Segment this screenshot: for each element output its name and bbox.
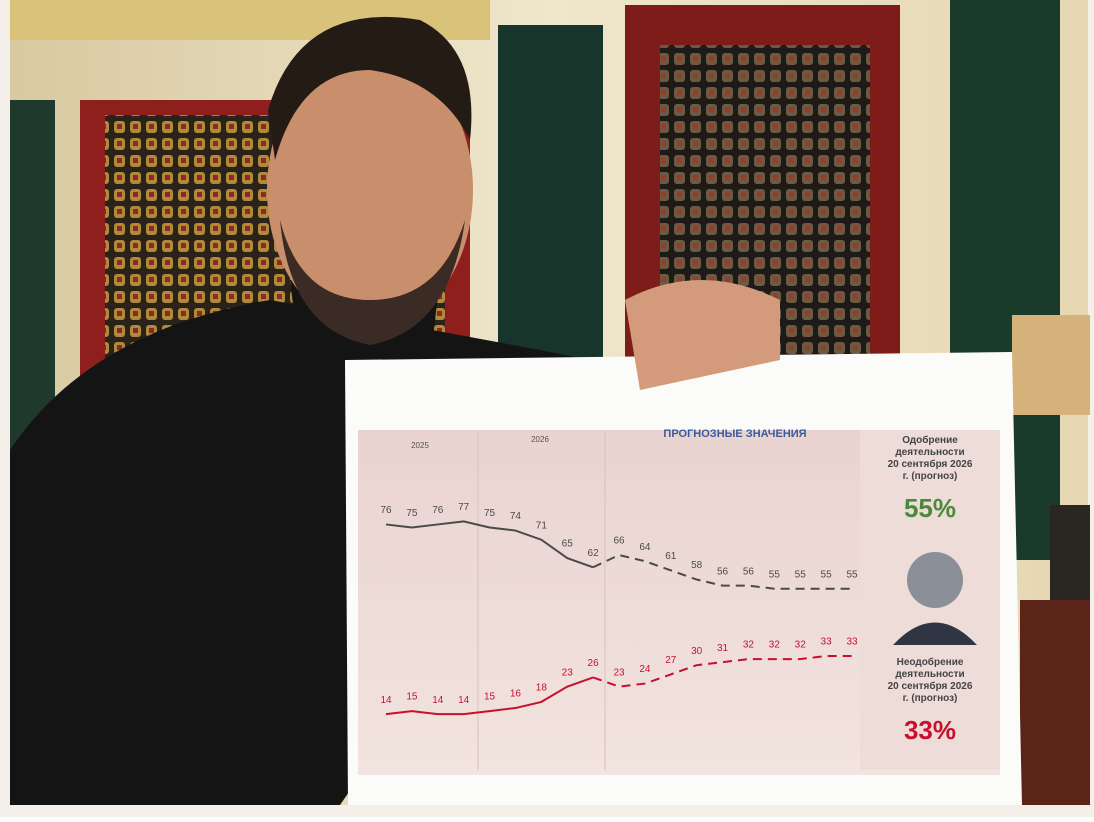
value-label: 62 (588, 548, 600, 559)
approval-value: 55% (904, 493, 956, 523)
value-label: 65 (562, 539, 574, 550)
value-label: 14 (458, 695, 470, 706)
value-label: 66 (613, 536, 625, 547)
value-label: 32 (795, 640, 807, 651)
value-label: 58 (691, 560, 703, 571)
value-label: 23 (613, 667, 625, 678)
value-label: 33 (846, 637, 858, 648)
value-label: 64 (639, 542, 651, 553)
picture-frame (1050, 505, 1090, 605)
value-label: 14 (380, 695, 392, 706)
value-label: 71 (536, 520, 548, 531)
value-label: 76 (432, 505, 444, 516)
photo: ПРОГНОЗНЫЕ ЗНАЧЕНИЯ 2025 2026 Одобрениед… (0, 0, 1094, 817)
pillar (498, 25, 603, 365)
value-label: 77 (458, 502, 470, 513)
value-label: 18 (536, 683, 548, 694)
value-label: 23 (562, 667, 574, 678)
value-label: 15 (406, 692, 418, 703)
value-label: 55 (795, 569, 807, 580)
value-label: 55 (821, 569, 833, 580)
value-label: 33 (821, 637, 833, 648)
value-label: 30 (691, 646, 703, 657)
value-label: 24 (639, 664, 651, 675)
value-label: 14 (432, 695, 444, 706)
value-label: 27 (665, 655, 677, 666)
value-label: 16 (510, 689, 522, 700)
disapproval-value: 33% (904, 715, 956, 745)
value-label: 76 (380, 505, 392, 516)
value-label: 55 (769, 569, 781, 580)
chart-title: ПРОГНОЗНЫЕ ЗНАЧЕНИЯ (663, 428, 806, 440)
value-label: 31 (717, 643, 729, 654)
value-label: 61 (665, 551, 677, 562)
value-label: 26 (588, 658, 600, 669)
value-label: 75 (406, 508, 418, 519)
value-label: 55 (846, 569, 858, 580)
period-label: 2026 (531, 435, 549, 444)
table (1020, 600, 1090, 805)
value-label: 56 (743, 566, 755, 577)
lamp (1012, 315, 1090, 415)
value-label: 74 (510, 511, 522, 522)
period-label: 2025 (411, 441, 429, 450)
value-label: 32 (769, 640, 781, 651)
value-label: 32 (743, 640, 755, 651)
value-label: 15 (484, 692, 496, 703)
value-label: 75 (484, 508, 496, 519)
value-label: 56 (717, 566, 729, 577)
